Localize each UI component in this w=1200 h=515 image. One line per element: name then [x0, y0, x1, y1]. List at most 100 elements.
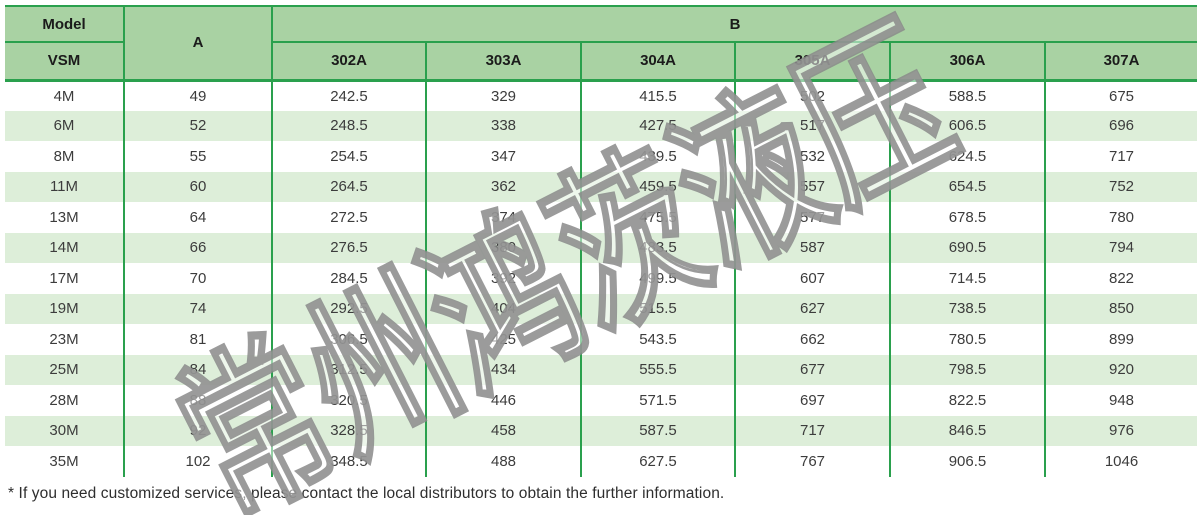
model-cell: 14M — [5, 232, 124, 263]
b-cell: 717 — [734, 415, 890, 446]
b-cell: 697 — [734, 385, 890, 416]
b-cell: 380 — [425, 232, 581, 263]
b-cell: 752 — [1043, 171, 1198, 202]
b-cell: 607 — [734, 263, 890, 294]
model-cell: 11M — [5, 171, 124, 202]
model-cell: 6M — [5, 110, 124, 141]
b-cell: 248.5 — [271, 110, 426, 141]
model-cell: 13M — [5, 202, 124, 233]
col-header-305A: 305A — [734, 42, 890, 82]
a-cell: 64 — [123, 202, 272, 233]
b-cell: 822 — [1043, 263, 1198, 294]
b-cell: 348.5 — [271, 446, 426, 477]
b-cell: 587.5 — [580, 415, 735, 446]
b-cell: 920 — [1043, 354, 1198, 385]
b-cell: 264.5 — [271, 171, 426, 202]
table-row: 11M 60 264.5 362 459.5 557 654.5 752 — [5, 171, 1198, 202]
table-row: 13M 64 272.5 374 475.5 577 678.5 780 — [5, 202, 1198, 233]
col-header-306A: 306A — [889, 42, 1045, 82]
b-cell: 458 — [425, 415, 581, 446]
col-header-303A: 303A — [425, 42, 581, 82]
b-cell: 899 — [1043, 324, 1198, 355]
b-cell: 798.5 — [889, 354, 1045, 385]
a-cell: 52 — [123, 110, 272, 141]
b-cell: 284.5 — [271, 263, 426, 294]
b-cell: 627 — [734, 293, 890, 324]
b-cell: 577 — [734, 202, 890, 233]
b-cell: 780.5 — [889, 324, 1045, 355]
table-row: 19M 74 292.5 404 515.5 627 738.5 850 — [5, 293, 1198, 324]
b-cell: 329 — [425, 80, 581, 111]
model-cell: 4M — [5, 80, 124, 111]
table-row: 17M 70 284.5 392 499.5 607 714.5 822 — [5, 263, 1198, 294]
b-cell: 675 — [1043, 80, 1198, 111]
b-cell: 434 — [425, 354, 581, 385]
table-row: 23M 81 306.5 425 543.5 662 780.5 899 — [5, 324, 1198, 355]
table-header: Model A B VSM 302A 303A 304A 305A 306A 3… — [5, 5, 1198, 82]
b-header: B — [270, 5, 1198, 43]
b-cell: 587 — [734, 232, 890, 263]
b-cell: 677 — [734, 354, 890, 385]
b-cell: 427.5 — [580, 110, 735, 141]
b-cell: 543.5 — [580, 324, 735, 355]
b-cell: 654.5 — [889, 171, 1045, 202]
a-cell: 84 — [123, 354, 272, 385]
b-cell: 374 — [425, 202, 581, 233]
b-cell: 515.5 — [580, 293, 735, 324]
b-cell: 794 — [1043, 232, 1198, 263]
a-cell: 55 — [123, 141, 272, 172]
a-cell: 60 — [123, 171, 272, 202]
b-cell: 312.5 — [271, 354, 426, 385]
model-cell: 35M — [5, 446, 124, 477]
b-cell: 738.5 — [889, 293, 1045, 324]
b-cell: 767 — [734, 446, 890, 477]
model-header: Model — [5, 5, 124, 43]
model-cell: 28M — [5, 385, 124, 416]
model-cell: 30M — [5, 415, 124, 446]
b-cell: 906.5 — [889, 446, 1045, 477]
dimension-table: Model A B VSM 302A 303A 304A 305A 306A 3… — [5, 5, 1198, 477]
b-cell: 714.5 — [889, 263, 1045, 294]
b-cell: 362 — [425, 171, 581, 202]
model-cell: 19M — [5, 293, 124, 324]
a-cell: 74 — [123, 293, 272, 324]
table-body: 4M 49 242.5 329 415.5 502 588.5 675 6M 52 248.5 338… — [5, 80, 1198, 477]
model-cell: 25M — [5, 354, 124, 385]
a-cell: 66 — [123, 232, 272, 263]
b-cell: 242.5 — [271, 80, 426, 111]
a-header: A — [123, 5, 272, 82]
b-cell: 555.5 — [580, 354, 735, 385]
model-cell: 8M — [5, 141, 124, 172]
a-cell: 49 — [123, 80, 272, 111]
table-row: 6M 52 248.5 338 427.5 517 606.5 696 — [5, 110, 1198, 141]
b-cell: 404 — [425, 293, 581, 324]
b-cell: 488 — [425, 446, 581, 477]
b-cell: 475.5 — [580, 202, 735, 233]
table-row: 14M 66 276.5 380 483.5 587 690.5 794 — [5, 232, 1198, 263]
table-row: 28M 88 320.5 446 571.5 697 822.5 948 — [5, 385, 1198, 416]
b-cell: 717 — [1043, 141, 1198, 172]
model-cell: 17M — [5, 263, 124, 294]
b-cell: 696 — [1043, 110, 1198, 141]
b-cell: 502 — [734, 80, 890, 111]
model-cell: 23M — [5, 324, 124, 355]
table-row: 35M 102 348.5 488 627.5 767 906.5 1046 — [5, 446, 1198, 477]
header-row-1: Model A B — [5, 5, 1198, 82]
b-cell: 446 — [425, 385, 581, 416]
b-cell: 483.5 — [580, 232, 735, 263]
col-header-304A: 304A — [580, 42, 735, 82]
b-cell: 459.5 — [580, 171, 735, 202]
b-cell: 678.5 — [889, 202, 1045, 233]
table-row: 8M 55 254.5 347 439.5 532 624.5 717 — [5, 141, 1198, 172]
b-cell: 499.5 — [580, 263, 735, 294]
b-cell: 292.5 — [271, 293, 426, 324]
b-cell: 588.5 — [889, 80, 1045, 111]
a-cell: 70 — [123, 263, 272, 294]
b-cell: 328.5 — [271, 415, 426, 446]
b-cell: 627.5 — [580, 446, 735, 477]
col-header-307A: 307A — [1043, 42, 1198, 82]
b-cell: 822.5 — [889, 385, 1045, 416]
b-cell: 557 — [734, 171, 890, 202]
b-cell: 662 — [734, 324, 890, 355]
b-cell: 850 — [1043, 293, 1198, 324]
